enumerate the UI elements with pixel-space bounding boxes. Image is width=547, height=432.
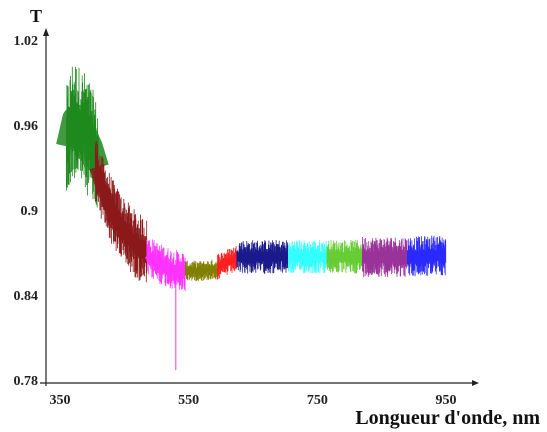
series-trace xyxy=(216,246,238,280)
x-tick-label: 950 xyxy=(436,393,457,408)
series-trace xyxy=(89,140,151,283)
series-trace xyxy=(407,235,447,277)
x-ticks: 350 550 750 950 xyxy=(50,393,457,408)
series-trace xyxy=(236,240,289,274)
y-tick-label: 0.9 xyxy=(21,204,39,219)
series-trace xyxy=(288,240,328,274)
y-tick-label: 1.02 xyxy=(14,34,39,49)
series-noise-band xyxy=(95,140,148,283)
x-axis-arrow xyxy=(472,380,479,386)
series-line xyxy=(144,252,187,276)
series-trace xyxy=(362,236,408,278)
series-trace xyxy=(185,259,218,281)
y-axis-title: T xyxy=(30,6,42,26)
series-trace xyxy=(144,239,187,291)
x-tick-label: 350 xyxy=(50,393,71,408)
series-line xyxy=(407,251,446,261)
y-axis-arrow xyxy=(43,28,49,36)
x-tick-label: 550 xyxy=(178,393,199,408)
y-tick-label: 0.96 xyxy=(14,119,39,134)
y-tick-label: 0.78 xyxy=(14,374,39,389)
series-line xyxy=(216,256,238,269)
x-tick-label: 750 xyxy=(307,393,328,408)
series-layer xyxy=(56,66,447,371)
series-line xyxy=(56,107,109,171)
series-line xyxy=(185,267,218,273)
y-tick-label: 0.84 xyxy=(14,289,39,304)
x-axis-title: Longueur d'onde, nm xyxy=(355,407,540,429)
series-trace xyxy=(56,66,109,208)
series-trace xyxy=(326,239,363,274)
y-ticks: 0.78 0.84 0.9 0.96 1.02 xyxy=(14,34,39,389)
series-line xyxy=(89,165,151,258)
